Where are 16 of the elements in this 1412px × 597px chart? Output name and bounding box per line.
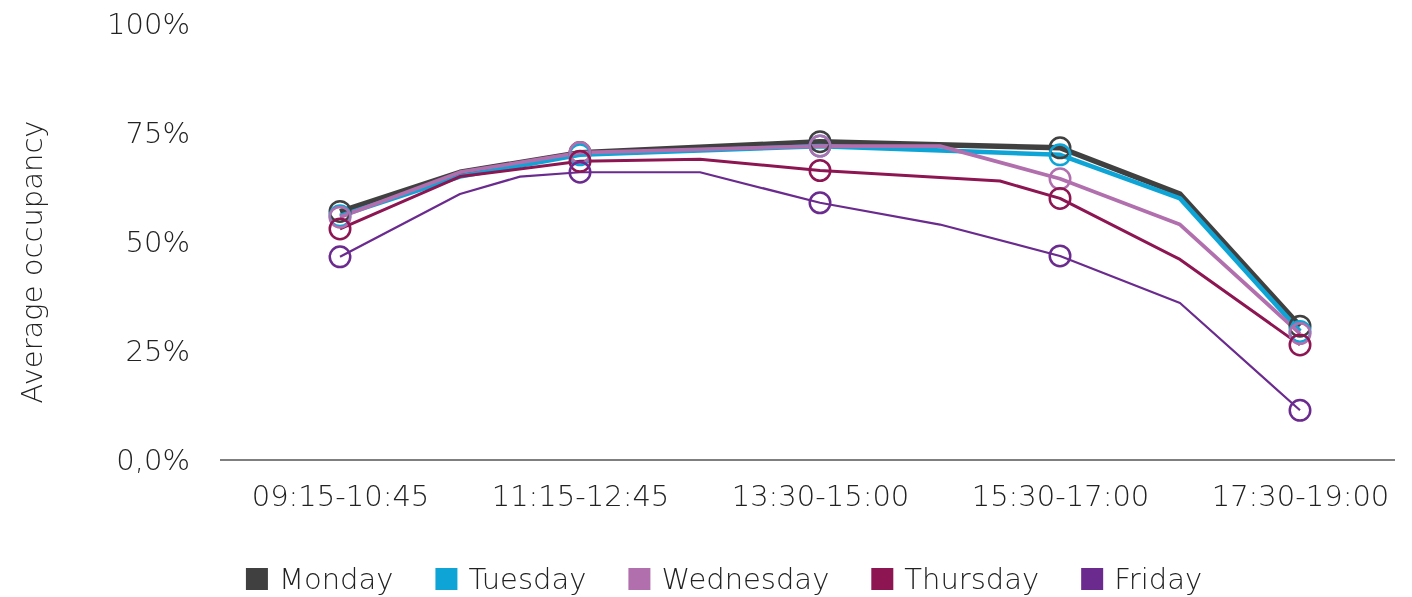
x-tick-label: 17:30-19:00 bbox=[1211, 478, 1390, 513]
y-tick-label: 25% bbox=[125, 333, 190, 368]
legend-label: Thursday bbox=[904, 562, 1040, 596]
x-tick-label: 13:30-15:00 bbox=[731, 478, 910, 513]
legend-label: Wednesday bbox=[661, 562, 830, 596]
y-axis-title: Average occupancy bbox=[15, 120, 49, 404]
y-tick-label: 75% bbox=[125, 115, 190, 150]
x-tick-label: 09:15-10:45 bbox=[251, 478, 430, 513]
x-tick-label: 15:30-17:00 bbox=[971, 478, 1150, 513]
y-tick-label: 50% bbox=[125, 224, 190, 259]
y-tick-label: 100% bbox=[107, 6, 190, 41]
legend-label: Monday bbox=[278, 562, 394, 596]
legend-label: Friday bbox=[1114, 562, 1203, 596]
x-tick-label: 11:15-12:45 bbox=[491, 478, 670, 513]
y-tick-label: 0,0% bbox=[116, 442, 190, 477]
legend-label: Tuesday bbox=[468, 562, 587, 596]
